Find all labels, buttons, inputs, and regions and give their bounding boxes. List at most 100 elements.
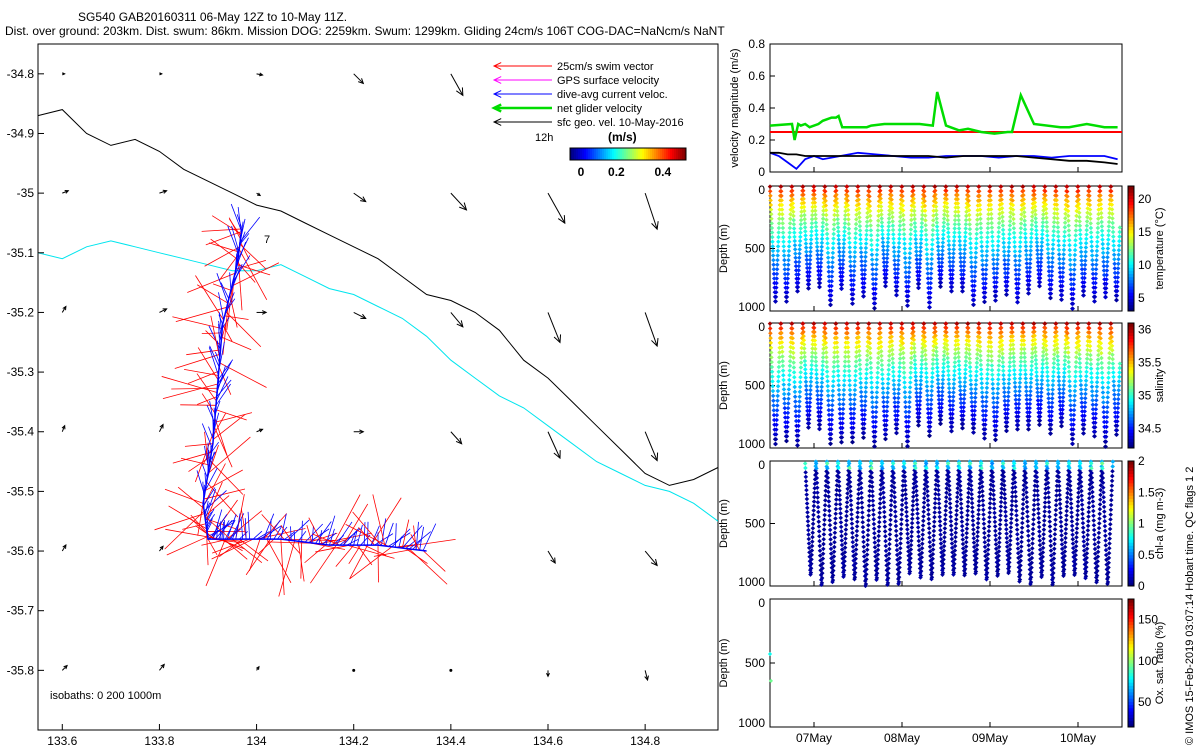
surface-vector-head <box>259 72 264 77</box>
temperature-colorbar-cell <box>1128 186 1134 190</box>
temperature-point <box>871 296 877 301</box>
colorbar-cell <box>584 148 587 160</box>
swim-vector <box>206 481 239 518</box>
current-vector <box>216 379 232 398</box>
swim-vector <box>245 538 271 576</box>
colorbar-cell <box>646 148 649 160</box>
temperature-point <box>830 264 835 270</box>
swim-vector <box>177 486 205 509</box>
chla-colorbar-cell <box>1128 529 1134 534</box>
map-x-axis: 133.6 133.8 134 134.2 134.4 134.6 134.8 <box>47 724 660 748</box>
map-panel: 133.6 133.8 134 134.2 134.4 134.6 134.8 -34.8-… <box>7 43 719 748</box>
chla-colorbar-cell <box>1128 557 1134 562</box>
salinity-colorbar-cell <box>1128 441 1134 446</box>
temperature-colorbar-cell <box>1128 276 1134 281</box>
current-vector <box>209 345 220 368</box>
current-vector <box>208 426 214 440</box>
colorbar-cell <box>674 148 677 160</box>
colorbar-cell <box>648 148 651 160</box>
salinity-colorbar-cell <box>1128 404 1134 408</box>
chla-colorbar-cell <box>1128 532 1134 537</box>
salinity-colorbar-cell <box>1128 329 1134 333</box>
chla-colorbar-tick-label: 2 <box>1138 454 1145 468</box>
map-y-tick-label: -34.8 <box>7 67 35 81</box>
temperature-point <box>807 265 812 271</box>
swim-vector <box>213 412 227 436</box>
legend-arrow-4-head <box>492 118 502 126</box>
temperature-point <box>804 261 810 267</box>
temperature-colorbar-cell <box>1128 229 1134 234</box>
colorbar-cell <box>634 148 637 160</box>
swim-vector <box>164 510 205 550</box>
current-vector <box>209 514 228 540</box>
colorbar-cell <box>660 148 663 160</box>
temperature-point <box>793 268 799 273</box>
temperature-colorbar-cell <box>1128 270 1134 274</box>
current-vector <box>263 513 275 540</box>
swim-vector <box>278 540 296 597</box>
surface-vector-head <box>546 672 550 678</box>
swim-vector <box>205 330 222 346</box>
surface-vector-head <box>159 423 164 429</box>
temperature-point <box>782 257 787 263</box>
temperature-point <box>863 258 868 264</box>
colorbar-cell <box>614 148 617 160</box>
colorbar-cell <box>576 148 579 160</box>
current-vector <box>349 532 356 546</box>
colorbar-cell <box>586 148 589 160</box>
temperature-point <box>774 267 780 272</box>
current-vector <box>221 521 224 540</box>
swim-vector <box>203 515 231 540</box>
swim-vector <box>213 426 233 468</box>
swim-vector <box>345 524 389 547</box>
salinity-colorbar-cell <box>1128 376 1134 380</box>
temperature-point <box>826 274 832 279</box>
temperature-point <box>860 280 865 286</box>
temperature-point <box>860 285 866 290</box>
temperature-ylabel: Depth (m) <box>718 224 730 273</box>
map-y-axis: -34.8-34.9-35-35.1-35.2-35.3-35.4-35.5-3… <box>7 67 44 677</box>
temperature-point <box>783 280 788 286</box>
swim-vector <box>342 503 369 546</box>
temperature-point <box>816 268 821 274</box>
temperature-point <box>838 274 843 279</box>
swim-vector <box>346 544 395 559</box>
surface-vector-head <box>62 305 67 311</box>
temperature-point <box>840 266 845 271</box>
current-vector <box>422 523 437 551</box>
isobath-200m <box>37 240 719 522</box>
salinity-colorbar-cell <box>1128 369 1134 374</box>
temperature-point <box>849 282 854 288</box>
temperature-point <box>848 259 853 264</box>
current-vector <box>230 513 245 540</box>
temperature-point <box>797 255 802 261</box>
velocity-y-tick-label: 0.2 <box>748 133 765 147</box>
current-vector <box>227 225 239 255</box>
surface-vector <box>61 306 67 313</box>
salinity-colorbar-cell <box>1128 351 1134 355</box>
temperature-colorbar-cell <box>1128 248 1134 253</box>
temperature-point <box>806 286 811 291</box>
temperature-point <box>816 272 821 278</box>
temperature-point <box>838 282 844 287</box>
swim-vector <box>373 548 413 557</box>
swim-vector <box>318 532 372 545</box>
swim-vector <box>225 311 262 348</box>
salinity-colorbar-cell <box>1128 341 1134 346</box>
current-vector <box>315 521 332 544</box>
surface-vector-head <box>61 424 66 430</box>
colorbar-cell <box>600 148 603 160</box>
surface-vector-head <box>360 313 367 319</box>
colorbar-cell <box>640 148 643 160</box>
temperature-point <box>783 290 789 295</box>
current-vector <box>235 513 241 540</box>
colorbar-cell <box>596 148 599 160</box>
swim-vector <box>228 217 241 240</box>
surface-vector <box>547 431 561 459</box>
swim-vector <box>197 347 219 380</box>
current-vector <box>405 539 417 549</box>
temperature-colorbar-cell <box>1128 267 1134 271</box>
